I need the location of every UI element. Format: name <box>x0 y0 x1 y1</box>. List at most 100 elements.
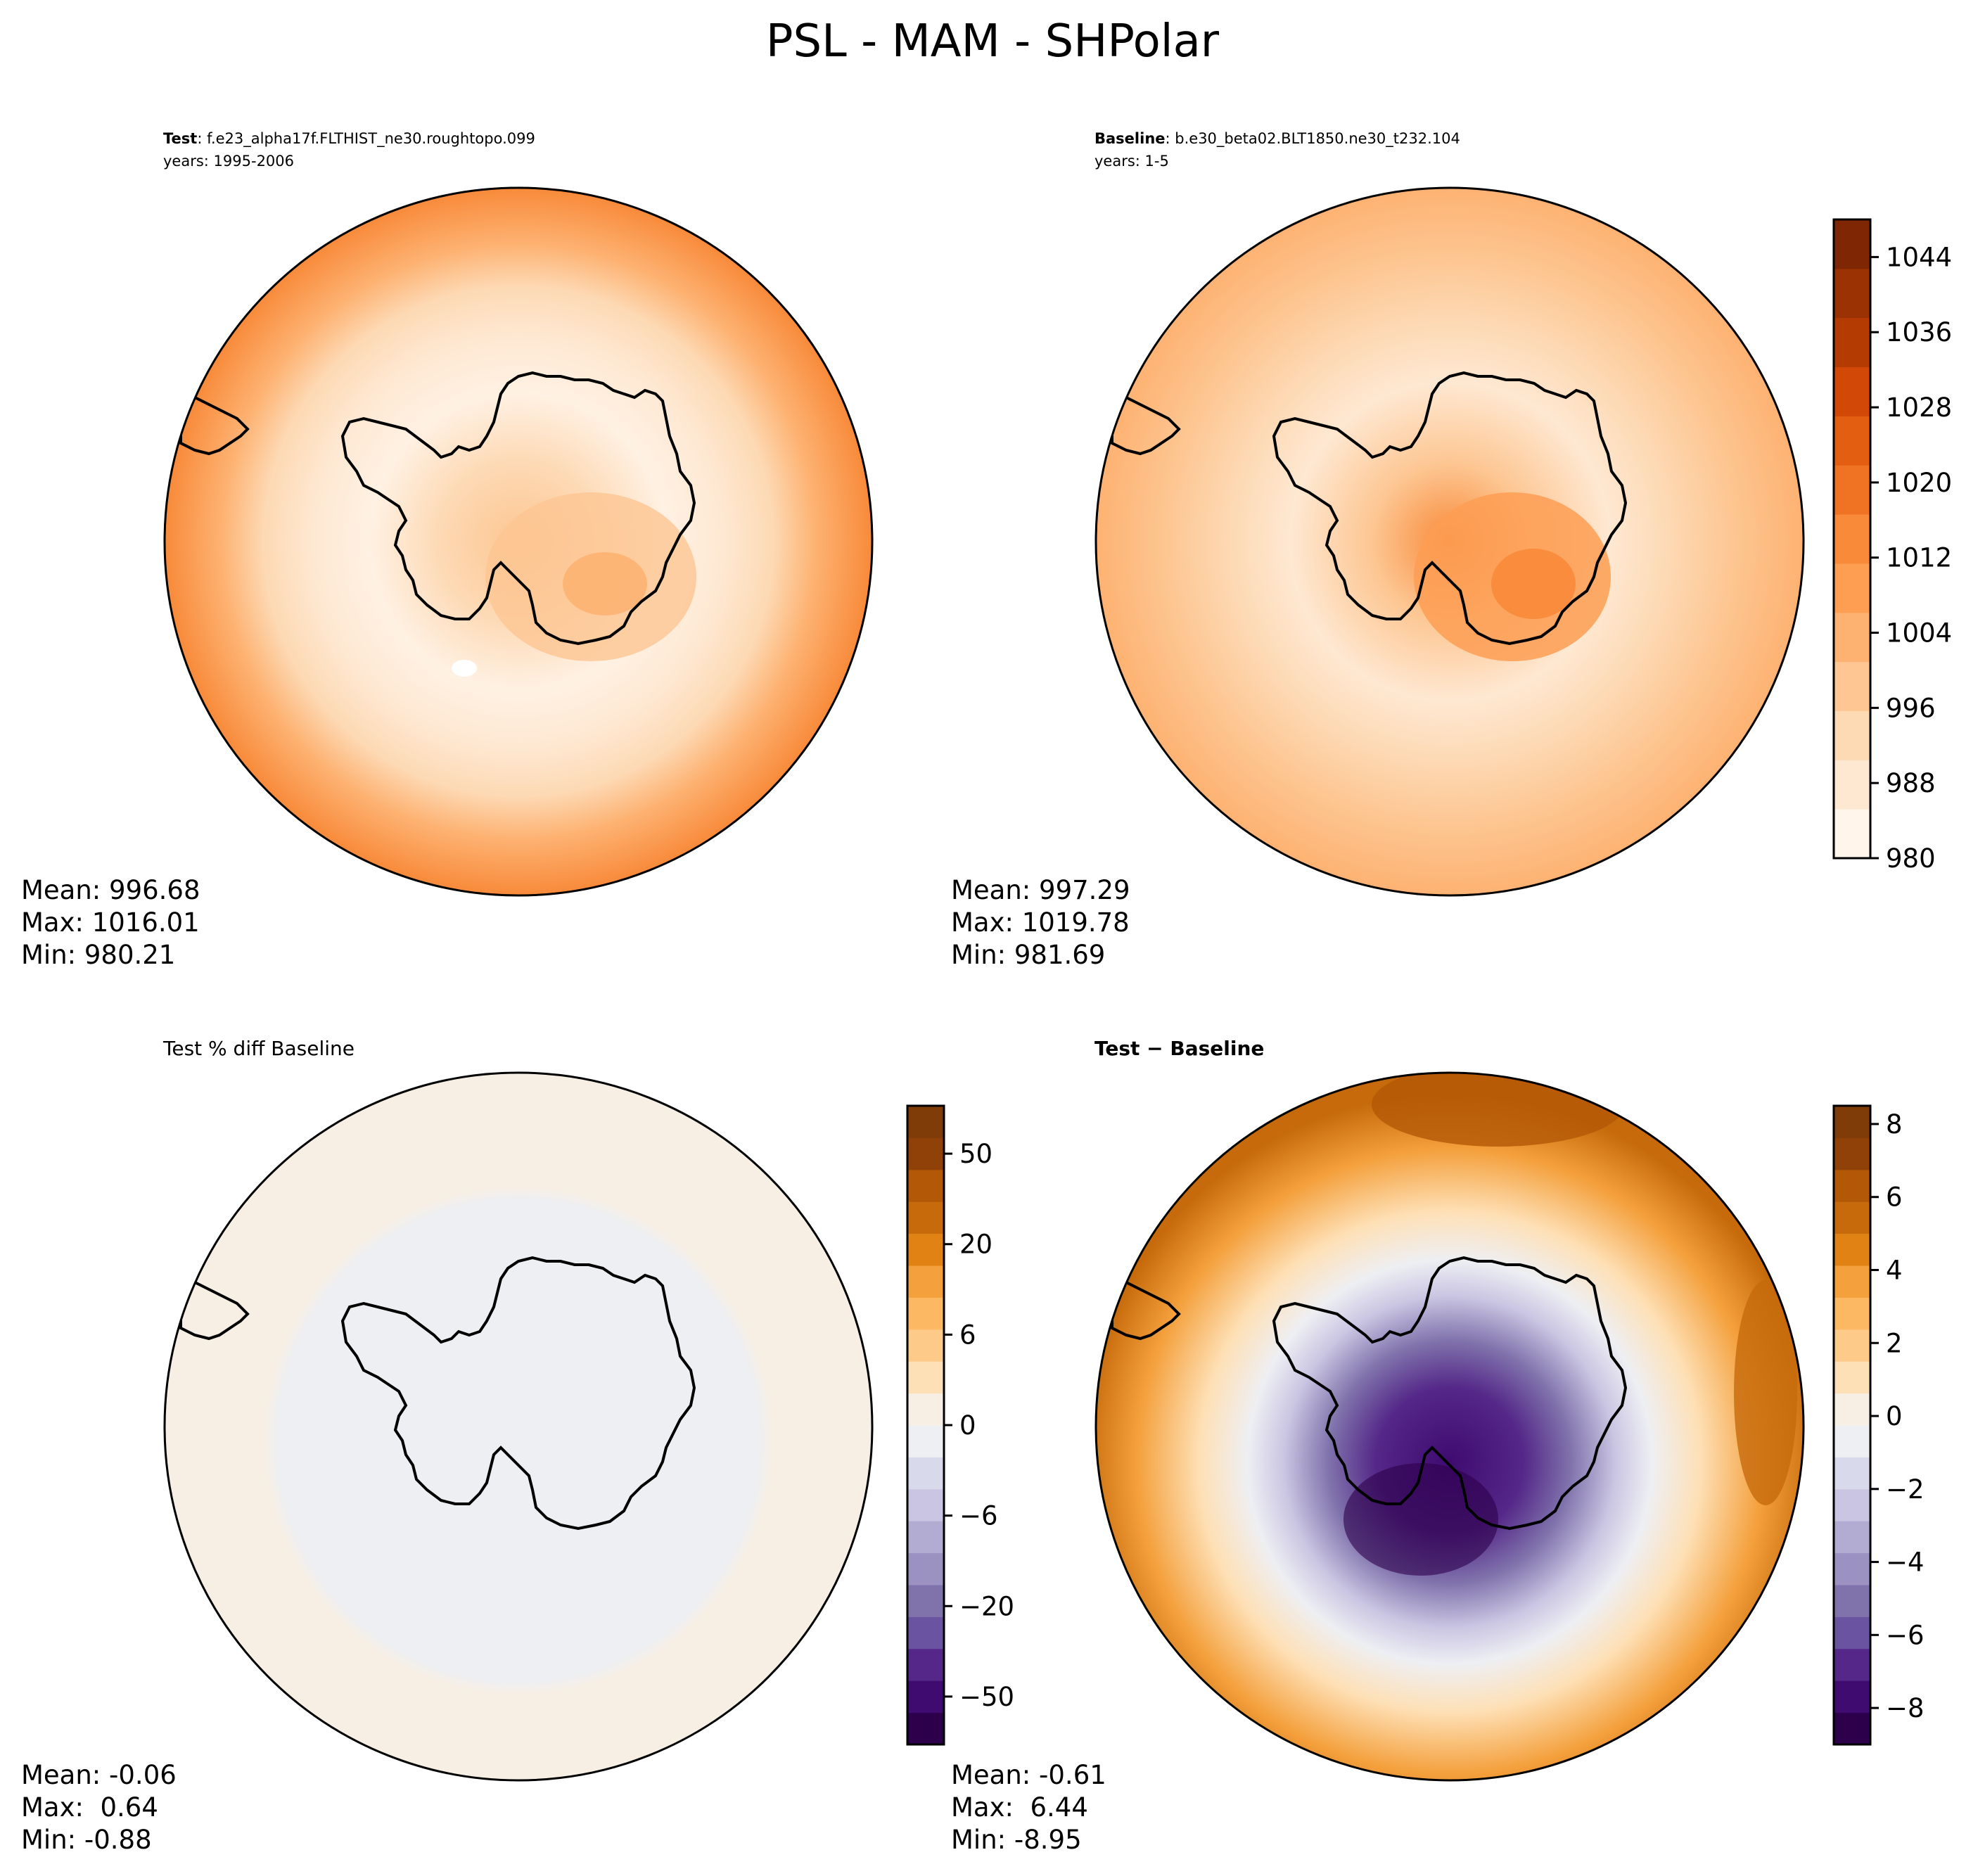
colorbar-baseline-tick-label: 1004 <box>1886 618 1952 649</box>
colorbar-baseline-swatch <box>1834 612 1870 663</box>
panel-abs-diff-mean: Mean: -0.61 <box>951 1760 1106 1790</box>
colorbar-baseline-swatch <box>1834 760 1870 810</box>
colorbar-abs-diff-swatch <box>1834 1137 1870 1170</box>
colorbar-abs-diff: −8 −6 −4 −2 0 2 4 6 8 <box>1832 1104 1925 1746</box>
colorbar-baseline-swatch <box>1834 514 1870 564</box>
colorbar-abs-diff-tick-label: −8 <box>1886 1693 1925 1723</box>
colorbar-abs-diff-tick-label: −6 <box>1886 1620 1925 1650</box>
panel-test: Test: f.e23_alpha17f.FLTHIST_ne30.rought… <box>21 130 874 970</box>
colorbar-pct-diff-swatch <box>907 1425 944 1457</box>
colorbar-baseline-tick-label: 1020 <box>1886 468 1952 498</box>
colorbar-abs-diff-tick-label: 8 <box>1886 1109 1903 1140</box>
colorbar-abs-diff-swatch <box>1834 1361 1870 1394</box>
panel-abs-diff-map <box>1096 1073 1804 1780</box>
panel-baseline-high-contour <box>1491 549 1576 619</box>
colorbar-abs-diff-swatch <box>1834 1585 1870 1617</box>
colorbar-pct-diff-swatch <box>907 1201 944 1234</box>
colorbar-baseline-tick-label: 980 <box>1886 843 1936 874</box>
colorbar-pct-diff-swatch <box>907 1488 944 1521</box>
panel-baseline-title: Baseline: b.e30_beta02.BLT1850.ne30_t232… <box>1094 130 1460 148</box>
panel-test-high-contour <box>563 552 647 615</box>
panel-test-years: years: 1995-2006 <box>163 153 294 170</box>
panel-baseline-min: Min: 981.69 <box>951 940 1105 970</box>
colorbar-baseline: 980 988 996 1004 1012 1020 1028 1036 1044 <box>1832 218 1952 874</box>
colorbar-baseline-swatch <box>1834 710 1870 760</box>
colorbar-baseline-tick-label: 1044 <box>1886 242 1952 272</box>
colorbar-pct-diff-tick-label: −6 <box>959 1501 998 1531</box>
panel-test-map <box>165 188 872 895</box>
colorbar-abs-diff-frame <box>1832 1104 1872 1746</box>
colorbar-abs-diff-tick-label: 4 <box>1886 1255 1903 1285</box>
colorbar-pct-diff-swatch <box>907 1329 944 1362</box>
colorbar-pct-diff-swatch <box>907 1680 944 1714</box>
panel-pct-diff-mean: Mean: -0.06 <box>21 1760 177 1790</box>
colorbar-pct-diff-swatch <box>907 1457 944 1490</box>
panel-baseline-boundary <box>1094 186 1805 897</box>
panel-abs-diff-title: Test − Baseline <box>1094 1037 1264 1060</box>
colorbar-pct-diff-tick-label: 0 <box>959 1410 976 1441</box>
panel-pct-diff-max: Max: 0.64 <box>21 1792 158 1823</box>
colorbar-abs-diff-swatch <box>1834 1552 1870 1585</box>
colorbar-abs-diff-swatch <box>1834 1169 1870 1202</box>
panel-test-max: Max: 1016.01 <box>21 907 200 938</box>
colorbar-abs-diff-tick-label: −2 <box>1886 1474 1925 1505</box>
panel-baseline-max: Max: 1019.78 <box>951 907 1130 938</box>
colorbar-baseline-tick-label: 996 <box>1886 693 1936 723</box>
colorbar-baseline-swatch <box>1834 268 1870 319</box>
colorbar-abs-diff-tick-label: 0 <box>1886 1401 1903 1431</box>
panel-baseline-years: years: 1-5 <box>1094 153 1169 170</box>
colorbar-pct-diff: −50 −20 −6 0 6 20 50 <box>906 1104 1014 1746</box>
figure-title: PSL - MAM - SHPolar <box>766 15 1220 68</box>
panel-test-min: Min: 980.21 <box>21 940 175 970</box>
colorbar-abs-diff-tick-label: 2 <box>1886 1328 1903 1358</box>
panel-baseline-map <box>1096 188 1804 895</box>
colorbar-baseline-frame <box>1832 218 1872 860</box>
panel-abs-diff-max: Max: 6.44 <box>951 1792 1088 1823</box>
colorbar-pct-diff-swatch <box>907 1265 944 1298</box>
colorbar-pct-diff-swatch <box>907 1361 944 1394</box>
colorbar-abs-diff-swatch <box>1834 1265 1870 1298</box>
colorbar-pct-diff-tick-label: −20 <box>959 1591 1014 1621</box>
panel-pct-diff-title: Test % diff Baseline <box>162 1037 355 1060</box>
panel-test-title-bold: Test <box>163 130 197 147</box>
panel-abs-diff-boundary <box>1094 1071 1805 1782</box>
colorbar-pct-diff-swatch <box>907 1585 944 1617</box>
colorbar-baseline-swatch <box>1834 366 1870 416</box>
panel-abs-diff: Test − Baseline Mean: -0.61 Max: 6.44 Mi… <box>951 1037 1805 1855</box>
colorbar-baseline-tick-label: 1028 <box>1886 393 1952 423</box>
colorbar-abs-diff-swatch <box>1834 1648 1870 1681</box>
colorbar-pct-diff-swatch <box>907 1169 944 1202</box>
panel-pct-diff-map <box>165 1073 872 1780</box>
panel-baseline-title-bold: Baseline <box>1094 130 1166 147</box>
colorbar-baseline-tick-label: 1012 <box>1886 543 1952 573</box>
colorbar-abs-diff-swatch <box>1834 1680 1870 1714</box>
panel-baseline-mean: Mean: 997.29 <box>951 875 1130 905</box>
colorbar-pct-diff-swatch <box>907 1233 944 1266</box>
panel-abs-diff-east-max-contour <box>1734 1280 1797 1505</box>
colorbar-abs-diff-swatch <box>1834 1201 1870 1234</box>
colorbar-baseline-swatch <box>1834 661 1870 711</box>
panel-baseline-title-case: : b.e30_beta02.BLT1850.ne30_t232.104 <box>1166 130 1460 148</box>
colorbar-abs-diff-swatch <box>1834 1233 1870 1266</box>
colorbar-abs-diff-swatch <box>1834 1425 1870 1457</box>
panel-abs-diff-field <box>1096 1073 1804 1780</box>
panel-baseline: Baseline: b.e30_beta02.BLT1850.ne30_t232… <box>951 130 1805 970</box>
colorbar-abs-diff-tick-label: 6 <box>1886 1182 1903 1213</box>
panel-test-title-case: : f.e23_alpha17f.FLTHIST_ne30.roughtopo.… <box>197 130 535 148</box>
panel-abs-diff-min: Min: -8.95 <box>951 1825 1082 1855</box>
colorbar-baseline-swatch <box>1834 219 1870 269</box>
colorbar-pct-diff-swatch <box>907 1106 944 1138</box>
colorbar-pct-diff-tick-label: 6 <box>959 1320 976 1350</box>
colorbar-pct-diff-swatch <box>907 1616 944 1650</box>
colorbar-abs-diff-swatch <box>1834 1521 1870 1554</box>
colorbar-abs-diff-swatch <box>1834 1106 1870 1138</box>
panel-pct-diff-field <box>165 1073 872 1780</box>
colorbar-pct-diff-tick-label: −50 <box>959 1682 1014 1712</box>
colorbar-pct-diff-swatch <box>907 1393 944 1426</box>
panel-pct-diff-min: Min: -0.88 <box>21 1825 152 1855</box>
colorbar-pct-diff-tick-label: 50 <box>959 1139 992 1169</box>
colorbar-pct-diff-swatch <box>907 1648 944 1681</box>
colorbar-baseline-swatch <box>1834 465 1870 515</box>
colorbar-pct-diff-swatch <box>907 1712 944 1745</box>
